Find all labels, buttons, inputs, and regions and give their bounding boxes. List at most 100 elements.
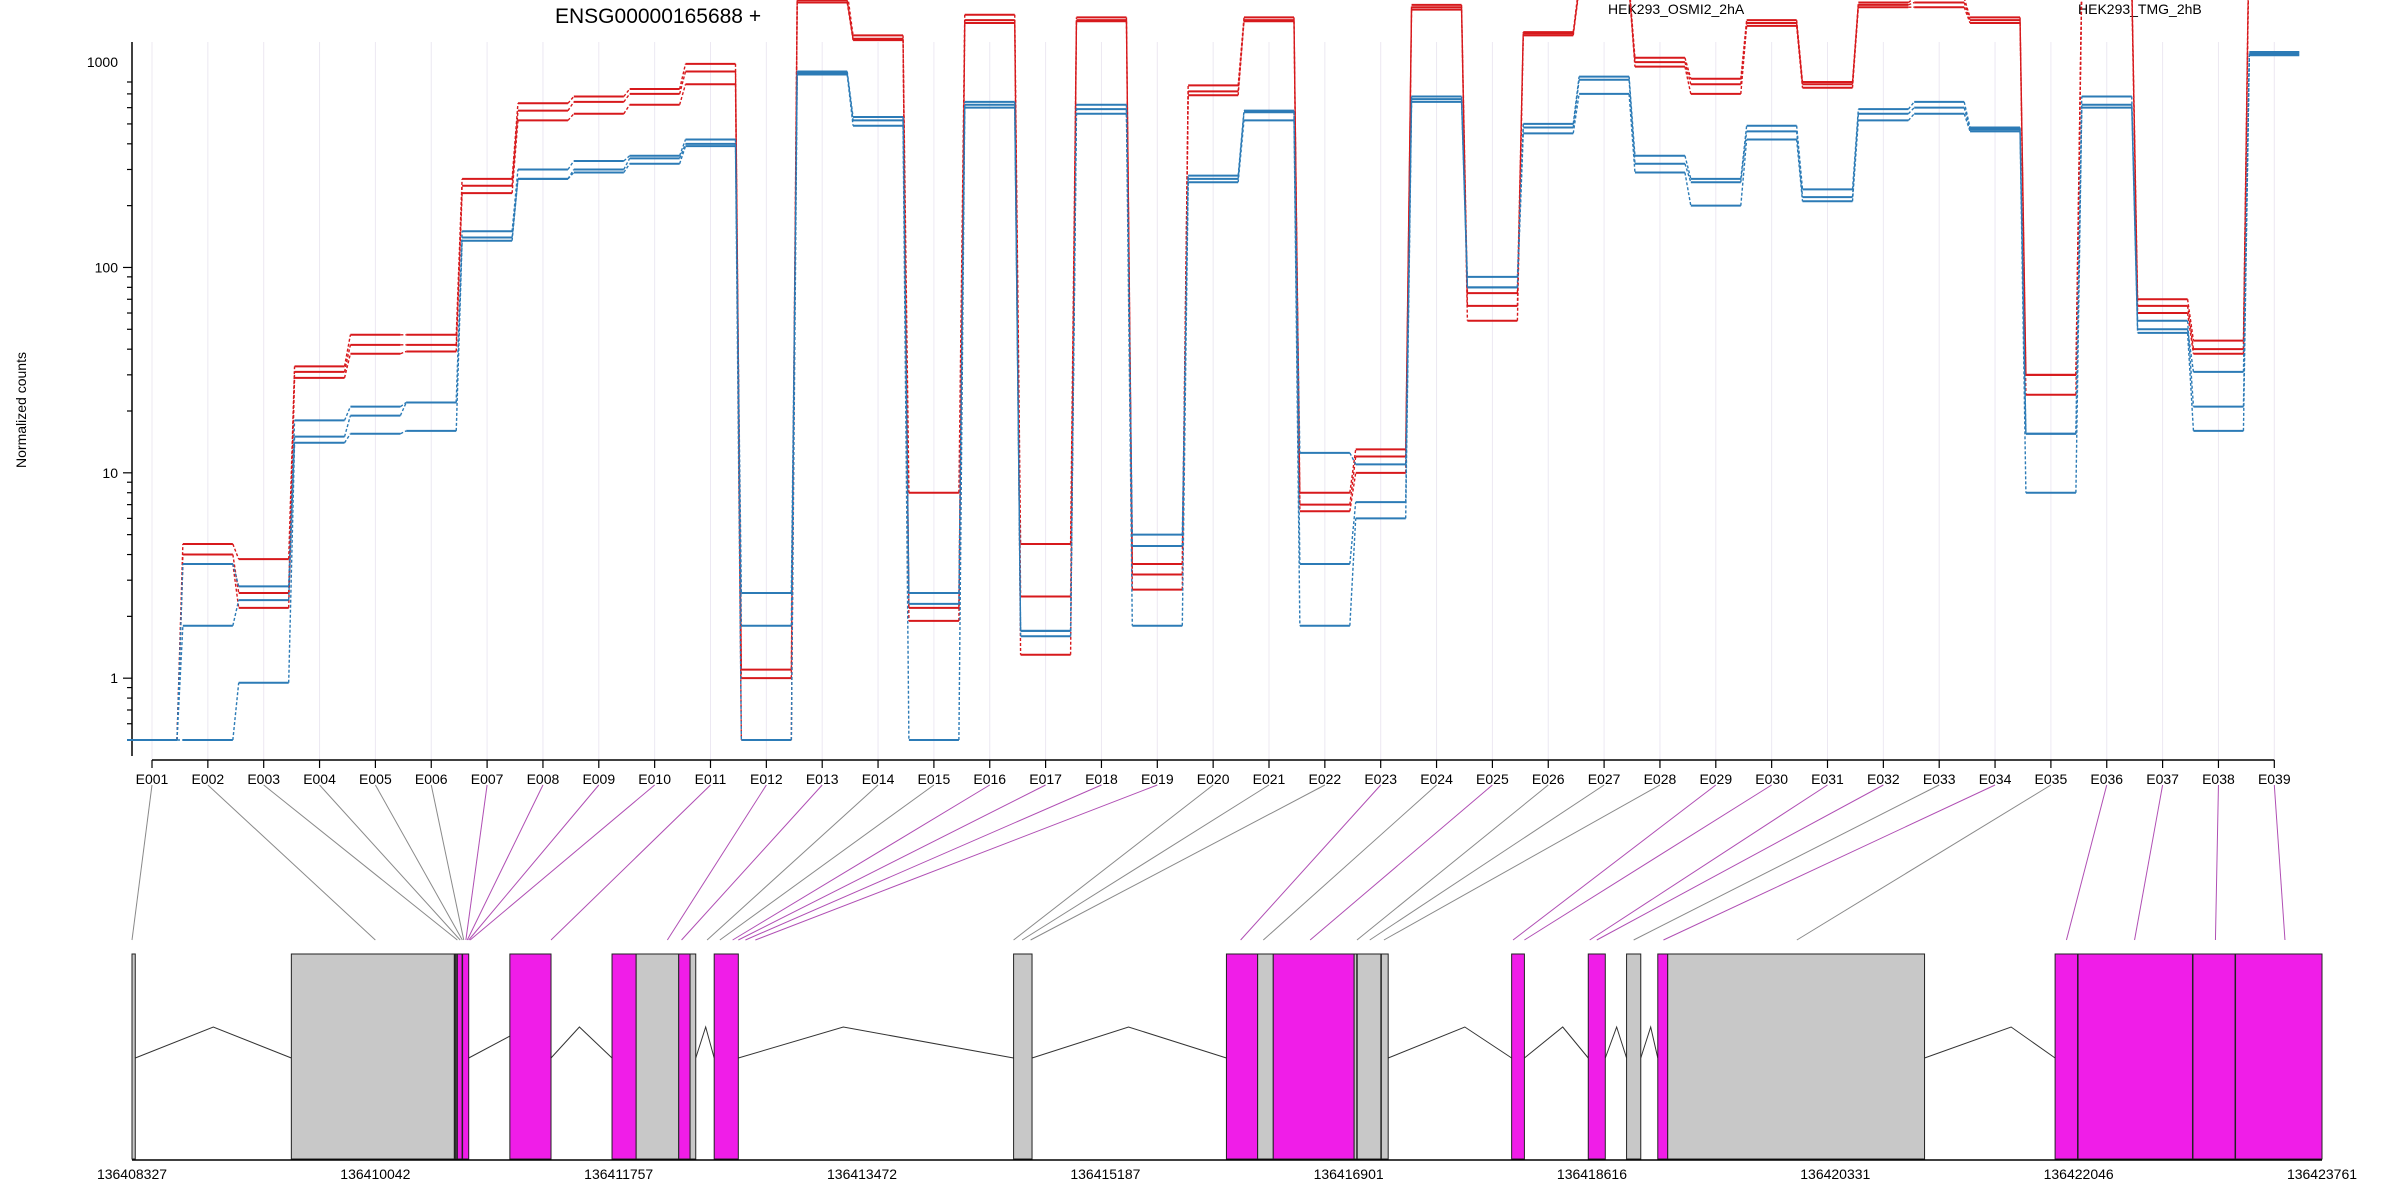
x-tick-label: E012	[750, 771, 783, 787]
data-connector	[1572, 0, 1579, 34]
data-connector	[455, 193, 463, 352]
exon-link	[2134, 784, 2164, 941]
intron-line	[1388, 1026, 1512, 1059]
data-connector	[1014, 107, 1022, 637]
exon-block	[635, 953, 680, 1160]
intron-line	[135, 1026, 292, 1059]
legend-item-osmi: HEK293_OSMI2_2hA	[1608, 1, 1745, 17]
data-connector	[623, 155, 631, 162]
data-connector	[1963, 107, 1971, 130]
y-axis-label: Normalized counts	[13, 352, 29, 468]
series-tmg-rep3	[127, 54, 2300, 741]
genome-tick-label: 136411757	[584, 1166, 653, 1182]
x-tick-label: E004	[303, 771, 336, 787]
exon-link	[1309, 784, 1493, 941]
exon-link	[1013, 784, 1214, 941]
data-connector	[288, 442, 296, 683]
x-tick-label: E033	[1923, 771, 1956, 787]
data-connector	[567, 160, 575, 170]
exon-link	[2065, 784, 2108, 941]
data-connector	[1684, 163, 1692, 183]
data-connector	[846, 2, 854, 41]
x-tick-label: E035	[2035, 771, 2068, 787]
data-connector	[1740, 139, 1748, 206]
data-connector	[343, 433, 351, 444]
x-tick-label: E020	[1197, 771, 1230, 787]
exon-link	[1030, 784, 1326, 941]
exon-link	[1663, 784, 1996, 941]
data-connector	[1237, 112, 1245, 179]
data-connector	[1572, 0, 1579, 36]
data-connector	[1907, 0, 1913, 4]
exon-block-differential	[678, 953, 691, 1160]
exon-link	[666, 784, 767, 941]
exon-block	[1626, 953, 1642, 1160]
genome-tick-label: 136408327	[97, 1166, 167, 1182]
y-tick-label: 10	[102, 465, 118, 481]
y-tick-label: 1000	[87, 54, 118, 70]
data-connector	[902, 117, 910, 593]
data-connector	[455, 240, 463, 431]
data-connector	[623, 93, 631, 103]
data-connector	[2186, 320, 2195, 407]
exon-link	[550, 784, 711, 941]
gene-model	[131, 953, 2323, 1160]
data-connector	[846, 74, 854, 126]
data-connector	[2075, 107, 2083, 493]
data-connector	[2131, 107, 2139, 333]
exon-link	[319, 784, 461, 941]
data-connector	[1851, 7, 1860, 88]
data-connector	[2186, 312, 2195, 354]
data-connector	[2242, 53, 2250, 372]
exon-link	[1383, 784, 1661, 941]
data-connector	[1460, 99, 1469, 288]
data-connector	[1516, 133, 1524, 288]
data-connector	[567, 172, 575, 180]
data-connector	[1516, 35, 1524, 321]
data-connector	[1628, 93, 1636, 173]
x-tick-label: E022	[1308, 771, 1341, 787]
data-connector	[2186, 305, 2195, 350]
data-connector	[1684, 172, 1692, 206]
data-connector	[1572, 93, 1580, 134]
data-connector	[902, 125, 910, 741]
x-tick-label: E014	[862, 771, 895, 787]
data-connector	[232, 543, 240, 560]
exon-link	[2273, 784, 2286, 941]
exon-block	[1353, 953, 1389, 1160]
data-connector	[1684, 155, 1692, 180]
genome-tick-label: 136416901	[1314, 1166, 1384, 1182]
intron-line	[738, 1026, 1014, 1059]
data-connector	[232, 599, 240, 626]
x-tick-label: E023	[1364, 771, 1397, 787]
x-tick-label: E009	[582, 771, 615, 787]
data-connector	[1851, 4, 1860, 85]
genome-tick-label: 136423761	[2287, 1166, 2357, 1182]
exon-block	[1667, 953, 1926, 1160]
exon-link-lines	[131, 784, 2286, 941]
exon-link	[469, 784, 655, 941]
exon-block	[1257, 953, 1274, 1160]
data-connector	[2131, 104, 2139, 330]
intron-line	[1031, 1026, 1227, 1059]
data-connector	[678, 71, 687, 95]
x-axis: E001 E002 E003 E004 E005 E006 E007 E008 E009 E010…	[136, 759, 2291, 787]
x-tick-label: E017	[1029, 771, 1062, 787]
exon-block	[290, 953, 458, 1160]
x-tick-label: E038	[2202, 771, 2235, 787]
gridlines	[151, 42, 2275, 760]
x-tick-label: E006	[415, 771, 448, 787]
data-connector	[1237, 120, 1245, 183]
data-connector	[176, 625, 184, 741]
x-tick-label: E021	[1253, 771, 1286, 787]
x-tick-label: E024	[1420, 771, 1453, 787]
x-tick-label: E037	[2146, 771, 2179, 787]
data-connector	[1237, 20, 1245, 92]
data-connector	[2019, 23, 2027, 395]
x-tick-label: E019	[1141, 771, 1174, 787]
x-tick-label: E010	[638, 771, 671, 787]
exon-link	[1512, 784, 1717, 941]
data-connector	[678, 145, 687, 164]
